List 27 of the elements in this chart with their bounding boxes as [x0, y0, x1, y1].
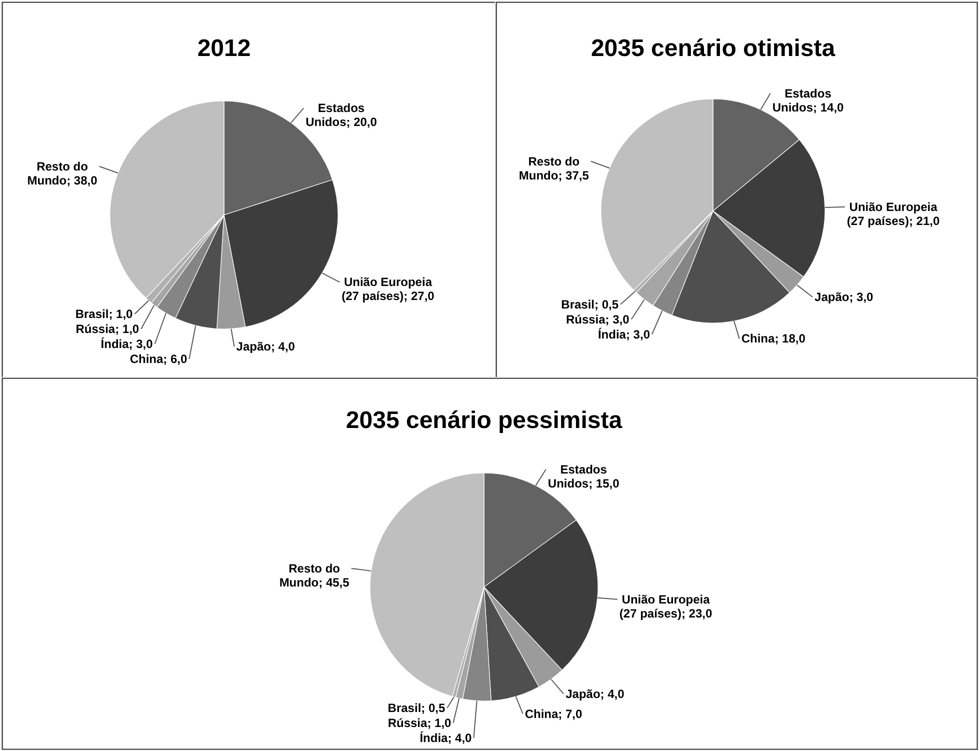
- slice-label: Brasil; 0,5: [388, 701, 446, 715]
- slice-label: Estados Unidos; 20,0: [306, 101, 378, 130]
- chart-title: 2035 cenário pessimista: [346, 407, 623, 434]
- slice-label: Resto do Mundo; 45,5: [279, 561, 350, 590]
- slice-label: Brasil; 0,5: [561, 297, 619, 312]
- slice-label: Japão; 4,0: [236, 340, 296, 354]
- slice-label: Japão; 3,0: [814, 290, 874, 304]
- slice-label: Estados Unidos; 15,0: [548, 462, 620, 490]
- slice-label: Índia; 3,0: [598, 327, 650, 342]
- slice-label: União Europeia (27 países); 21,0: [846, 200, 940, 228]
- slice-label: Índia; 3,0: [100, 337, 154, 352]
- slice-label: Resto do Mundo; 38,0: [27, 159, 98, 188]
- slice-label: União Europeia (27 países); 23,0: [619, 592, 712, 620]
- slice-label: Estados Unidos; 14,0: [772, 86, 844, 114]
- slice-label: Brasil; 1,0: [75, 307, 134, 322]
- slice-label: China; 18,0: [741, 332, 806, 346]
- slice-label: União Europeia (27 países); 27,0: [342, 275, 435, 304]
- slice-label: Rússia; 3,0: [566, 312, 630, 326]
- slice-label: Índia; 4,0: [420, 731, 472, 745]
- chart-title: 2035 cenário otimista: [590, 35, 836, 62]
- slice-label: Rússia; 1,0: [76, 322, 140, 336]
- slice-label: Resto do Mundo; 37,5: [518, 154, 590, 182]
- chart-title: 2012: [197, 35, 251, 62]
- slice-label: Japão; 4,0: [566, 686, 625, 701]
- slice-label: China; 6,0: [130, 352, 188, 366]
- slice-label: China; 7,0: [524, 706, 582, 721]
- slice-label: Rússia; 1,0: [388, 716, 452, 730]
